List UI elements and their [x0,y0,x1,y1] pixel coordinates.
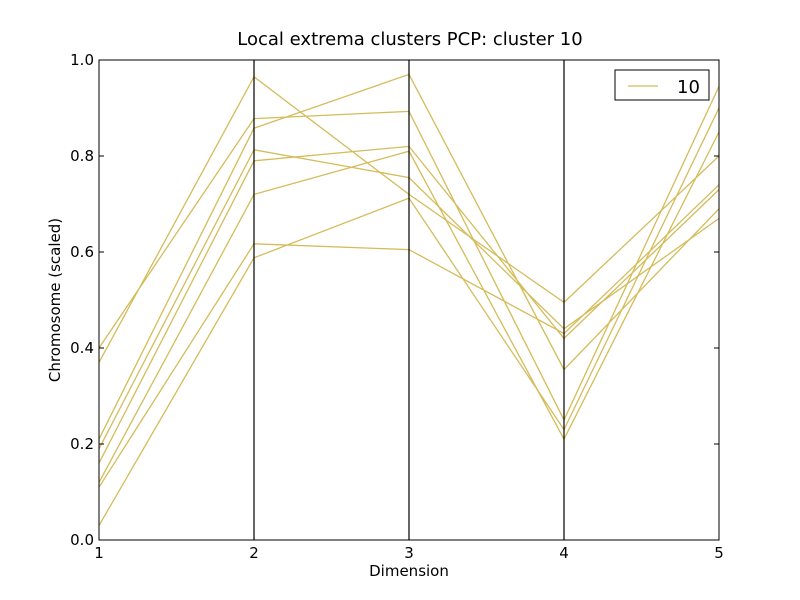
y-tick-label: 1.0 [70,51,94,69]
y-tick-labels: 0.0 0.2 0.4 0.6 0.8 1.0 [70,51,94,549]
y-tick-label: 0.2 [70,435,94,453]
x-tick-label: 2 [249,544,259,562]
x-tick-label: 3 [404,544,414,562]
y-tick-label: 0.0 [70,531,94,549]
tick-marks [98,59,720,541]
dimension-axis-lines [253,60,565,540]
x-tick-label: 5 [714,544,724,562]
legend-label: 10 [677,77,700,98]
y-tick-label: 0.4 [70,339,94,357]
x-tick-label: 4 [559,544,569,562]
legend: 10 [614,69,710,101]
y-tick-label: 0.6 [70,243,94,261]
legend-box [614,69,710,101]
x-axis-label: Dimension [369,562,449,580]
x-tick-labels: 1 2 3 4 5 [94,544,724,562]
x-tick-label: 1 [94,544,104,562]
y-axis-label: Chromosome (scaled) [46,218,64,382]
y-tick-label: 0.8 [70,147,94,165]
chart-title: Local extrema clusters PCP: cluster 10 [237,29,582,50]
